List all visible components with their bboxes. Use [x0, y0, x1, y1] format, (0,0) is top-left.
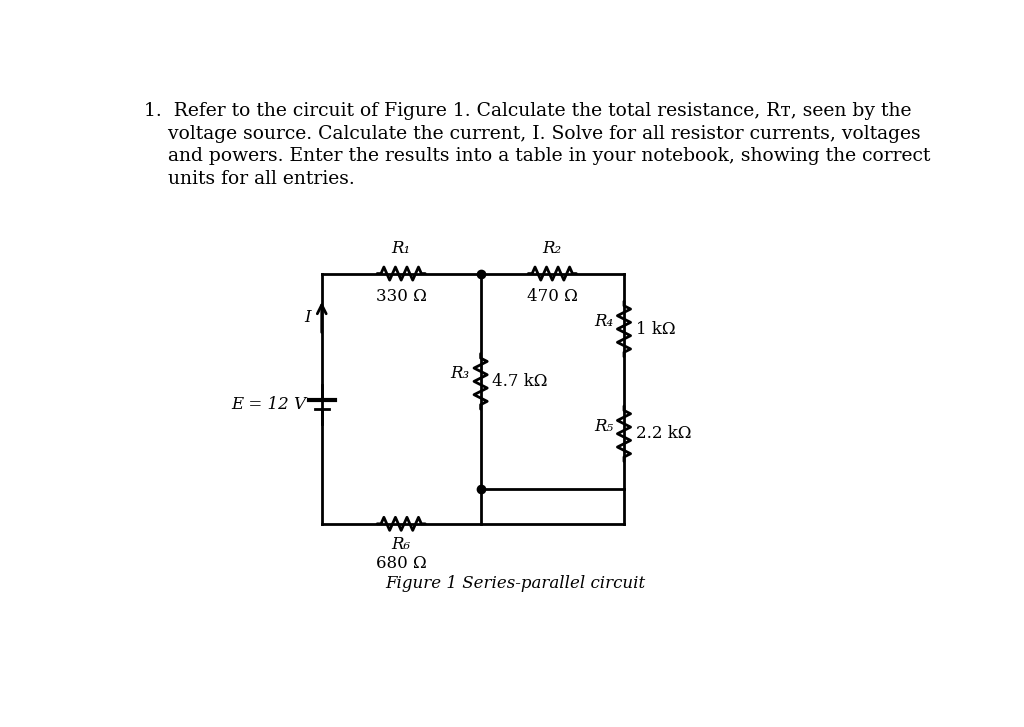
- Text: units for all entries.: units for all entries.: [143, 170, 354, 188]
- Text: 2.2 kΩ: 2.2 kΩ: [636, 425, 691, 442]
- Text: R₆: R₆: [391, 536, 411, 553]
- Text: and powers. Enter the results into a table in your notebook, showing the correct: and powers. Enter the results into a tab…: [143, 148, 930, 165]
- Text: 470 Ω: 470 Ω: [527, 288, 578, 305]
- Text: 1.  Refer to the circuit of Figure 1. Calculate the total resistance, Rᴛ, seen b: 1. Refer to the circuit of Figure 1. Cal…: [143, 102, 911, 120]
- Text: R₁: R₁: [391, 241, 411, 257]
- Text: R₅: R₅: [594, 417, 613, 435]
- Text: Figure 1 Series-parallel circuit: Figure 1 Series-parallel circuit: [385, 575, 645, 593]
- Text: I: I: [304, 308, 311, 326]
- Text: voltage source. Calculate the current, I. Solve for all resistor currents, volta: voltage source. Calculate the current, I…: [143, 124, 921, 142]
- Text: 330 Ω: 330 Ω: [376, 288, 427, 305]
- Text: 680 Ω: 680 Ω: [376, 555, 427, 571]
- Text: R₄: R₄: [594, 313, 613, 330]
- Text: R₂: R₂: [543, 241, 562, 257]
- Text: 1 kΩ: 1 kΩ: [636, 321, 675, 337]
- Text: E = 12 V: E = 12 V: [231, 396, 306, 413]
- Text: R₃: R₃: [451, 365, 470, 382]
- Text: 4.7 kΩ: 4.7 kΩ: [493, 373, 548, 390]
